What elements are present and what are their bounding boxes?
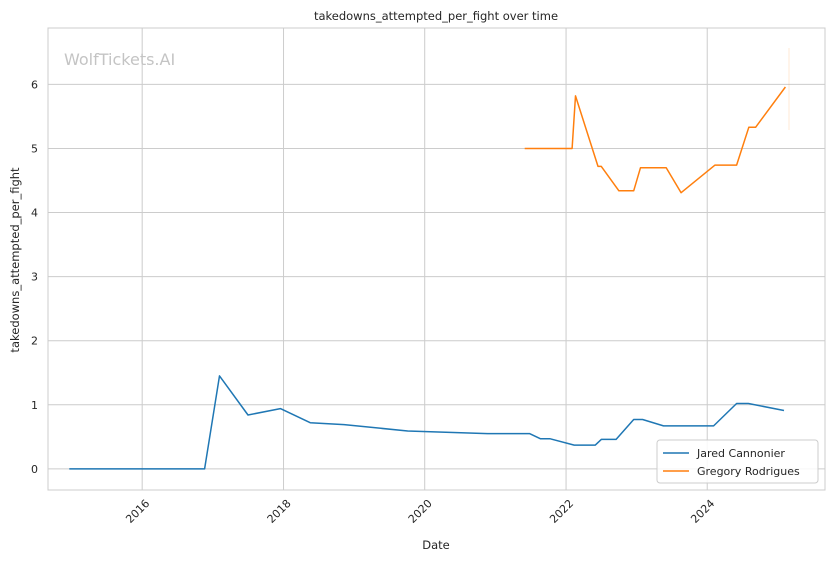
grid	[48, 28, 825, 490]
series-lines	[69, 86, 787, 470]
x-tick-label: 2020	[406, 497, 435, 526]
x-tick-label: 2016	[123, 497, 152, 526]
watermark: WolfTickets.AI	[64, 50, 175, 69]
y-tick-label: 4	[31, 207, 38, 220]
y-axis-ticks: 0 1 2 3 4 5 6	[31, 78, 38, 475]
series-line-1	[69, 375, 785, 470]
y-tick-label: 0	[31, 463, 38, 476]
y-axis-title: takedowns_attempted_per_fight	[8, 167, 22, 353]
x-tick-label: 2024	[688, 497, 717, 526]
x-tick-label: 2022	[547, 497, 576, 526]
legend-label: Gregory Rodrigues	[697, 465, 800, 478]
plot-area-frame	[47, 27, 826, 491]
y-tick-label: 5	[31, 142, 38, 155]
y-tick-label: 6	[31, 78, 38, 91]
x-axis-ticks: 2016 2018 2020 2022 2024	[123, 497, 717, 526]
y-tick-label: 3	[31, 271, 38, 284]
x-tick-label: 2018	[265, 497, 294, 526]
y-tick-label: 2	[31, 335, 38, 348]
y-tick-label: 1	[31, 399, 38, 412]
x-axis-title: Date	[422, 538, 450, 552]
legend-label: Jared Cannonier	[696, 447, 785, 460]
legend: Jared Cannonier Gregory Rodrigues	[656, 439, 819, 484]
chart-title: takedowns_attempted_per_fight over time	[314, 9, 558, 23]
series-line-2	[524, 86, 787, 194]
legend-frame	[656, 439, 819, 484]
